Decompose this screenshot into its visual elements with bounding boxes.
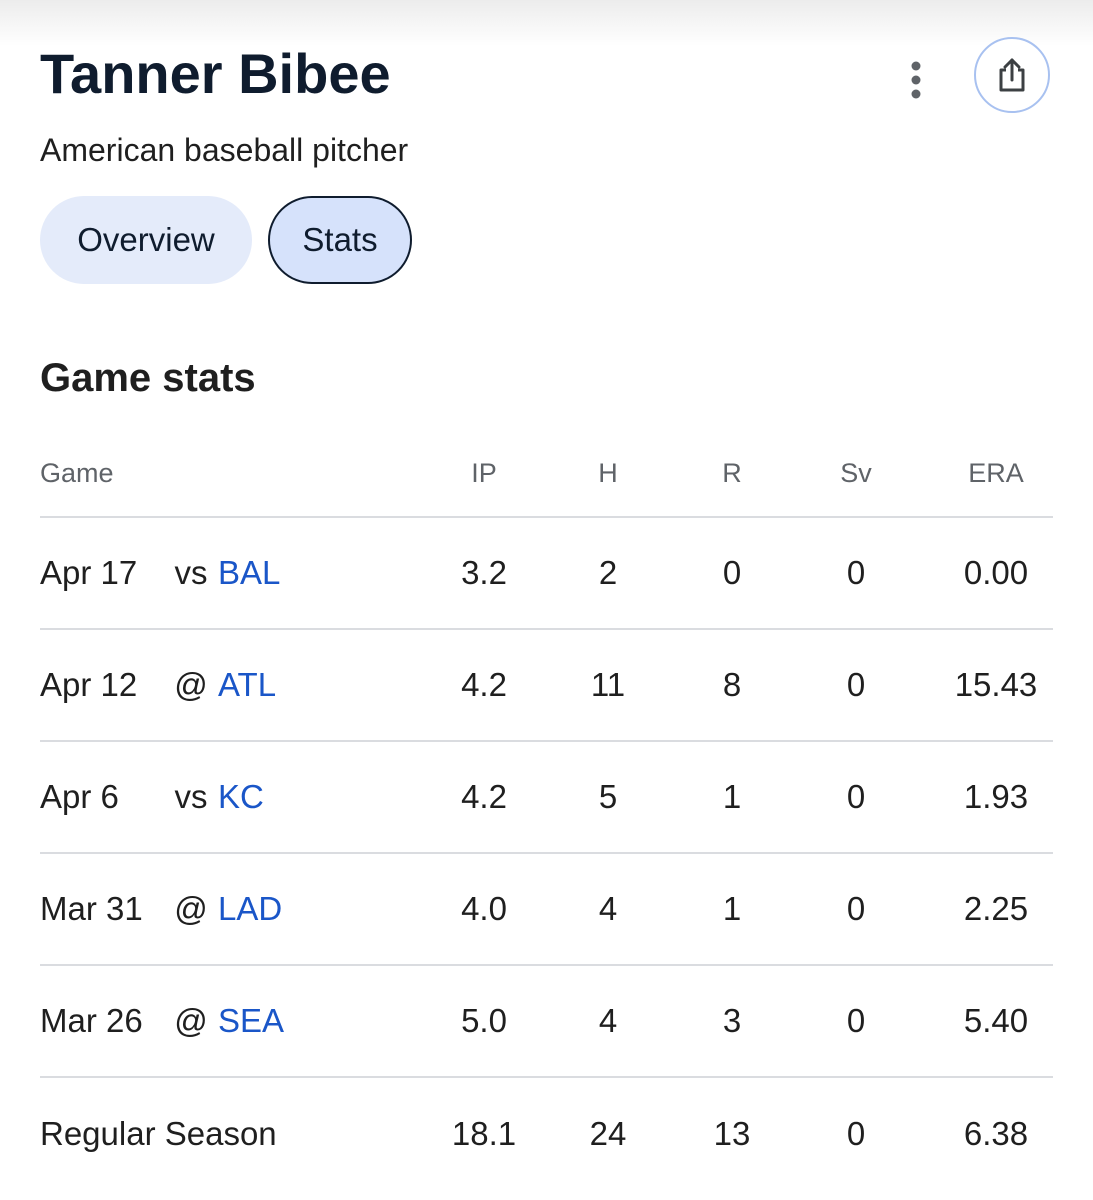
r-value: 1 <box>722 778 742 815</box>
table-row: Mar 31 @ LAD 4.0 4 1 0 2.25 <box>40 854 1053 966</box>
era-value: 2.25 <box>963 890 1029 927</box>
h-value: 11 <box>590 666 626 703</box>
game-location: vs <box>174 778 208 815</box>
ip-total: 18.1 <box>451 1115 517 1152</box>
page-title: Tanner Bibee <box>40 42 391 105</box>
ip-value: 4.2 <box>461 666 507 703</box>
era-value: 1.93 <box>963 778 1029 815</box>
section-title-game-stats: Game stats <box>40 356 256 400</box>
game-location: @ <box>174 666 208 703</box>
r-value: 1 <box>722 890 742 927</box>
ip-value: 4.2 <box>461 778 507 815</box>
game-date: Mar 31 <box>40 890 143 927</box>
r-value: 3 <box>722 1002 742 1039</box>
sv-value: 0 <box>846 666 866 703</box>
tab-stats[interactable]: Stats <box>268 196 412 284</box>
h-value: 4 <box>598 1002 618 1039</box>
sv-value: 0 <box>846 890 866 927</box>
game-date: Apr 17 <box>40 554 138 591</box>
ip-value: 4.0 <box>461 890 507 927</box>
table-row: Mar 26 @ SEA 5.0 4 3 0 5.40 <box>40 966 1053 1078</box>
tab-overview[interactable]: Overview <box>40 196 252 284</box>
column-header-ip: IP <box>471 457 497 488</box>
share-button[interactable] <box>974 37 1050 113</box>
game-location: @ <box>174 890 208 927</box>
more-vert-icon <box>911 61 921 99</box>
game-date: Mar 26 <box>40 1002 143 1039</box>
table-row: Apr 6 vs KC 4.2 5 1 0 1.93 <box>40 742 1053 854</box>
column-header-h: H <box>598 457 618 488</box>
opponent-link[interactable]: KC <box>218 778 264 815</box>
game-stats-table: Game IP H R Sv ERA Apr 17 vs BAL 3.2 2 0… <box>40 430 1053 1190</box>
era-value: 0.00 <box>963 554 1029 591</box>
game-location: vs <box>174 554 208 591</box>
h-value: 4 <box>598 890 618 927</box>
column-header-r: R <box>722 457 742 488</box>
r-value: 0 <box>722 554 742 591</box>
share-icon <box>999 58 1025 92</box>
r-value: 8 <box>722 666 742 703</box>
era-value: 5.40 <box>963 1002 1029 1039</box>
h-total: 24 <box>589 1115 627 1152</box>
game-date: Apr 12 <box>40 666 138 703</box>
table-row: Apr 12 @ ATL 4.2 11 8 0 15.43 <box>40 630 1053 742</box>
sv-value: 0 <box>846 778 866 815</box>
opponent-link[interactable]: ATL <box>218 666 277 703</box>
table-total-row: Regular Season 18.1 24 13 0 6.38 <box>40 1078 1053 1190</box>
r-total: 13 <box>713 1115 751 1152</box>
top-shadow <box>0 0 1093 46</box>
era-total: 6.38 <box>963 1115 1029 1152</box>
column-header-sv: Sv <box>840 457 872 488</box>
h-value: 5 <box>598 778 618 815</box>
game-location: @ <box>174 1002 208 1039</box>
game-date: Apr 6 <box>40 778 119 815</box>
column-header-game: Game <box>40 457 114 488</box>
sv-value: 0 <box>846 554 866 591</box>
opponent-link[interactable]: SEA <box>218 1002 285 1039</box>
page-subtitle: American baseball pitcher <box>40 132 409 168</box>
season-label: Regular Season <box>40 1115 277 1152</box>
table-row: Apr 17 vs BAL 3.2 2 0 0 0.00 <box>40 518 1053 630</box>
more-options-button[interactable] <box>892 52 940 108</box>
ip-value: 5.0 <box>461 1002 507 1039</box>
sv-value: 0 <box>846 1002 866 1039</box>
opponent-link[interactable]: LAD <box>218 890 283 927</box>
column-header-era: ERA <box>968 457 1024 488</box>
ip-value: 3.2 <box>461 554 507 591</box>
opponent-link[interactable]: BAL <box>218 554 281 591</box>
h-value: 2 <box>598 554 618 591</box>
table-header-row: Game IP H R Sv ERA <box>40 430 1053 518</box>
era-value: 15.43 <box>954 666 1038 703</box>
sv-total: 0 <box>846 1115 866 1152</box>
